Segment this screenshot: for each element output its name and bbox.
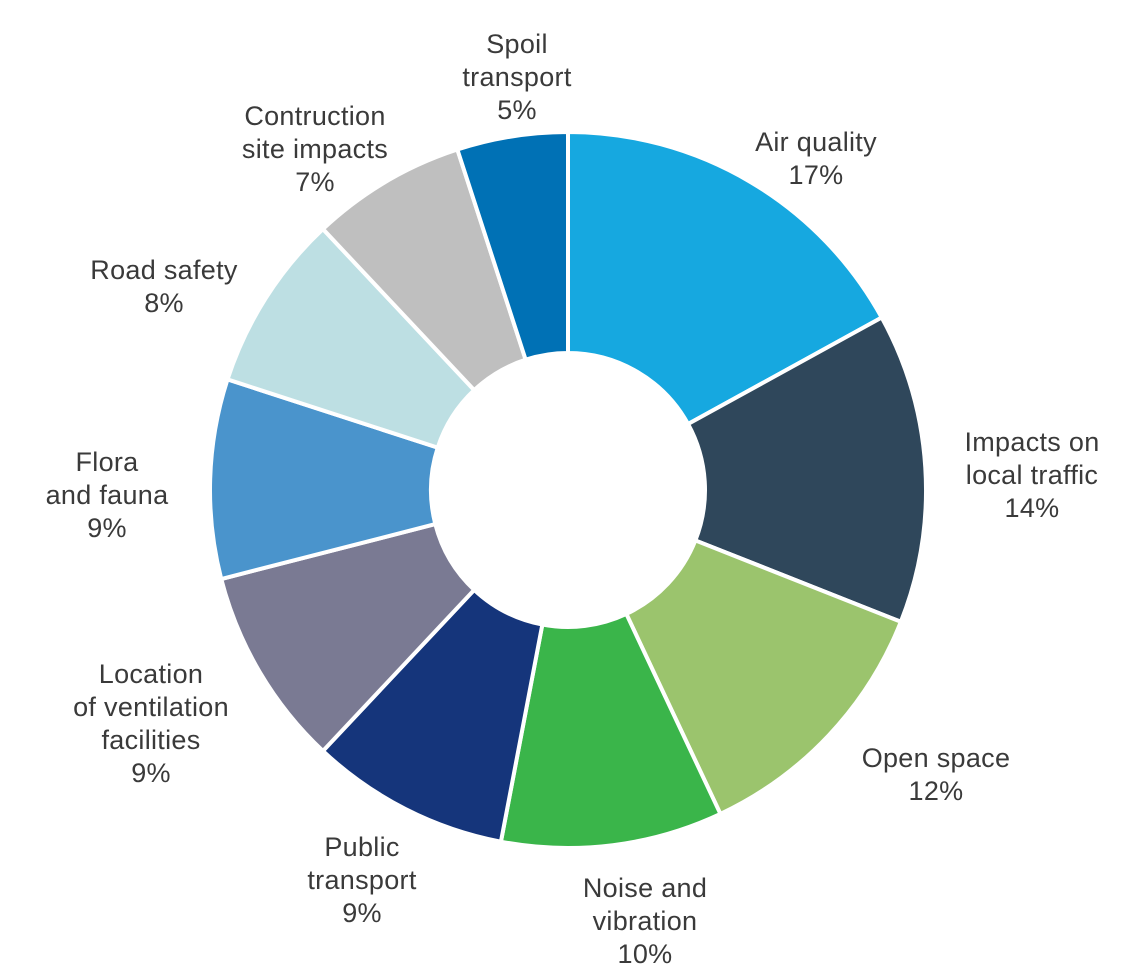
labels-layer: Air quality 17% Impacts on local traffic 14%… [46, 29, 1100, 969]
label-flora-and-fauna: Flora and fauna 9% [46, 447, 169, 543]
category-label-impacts-on-local-traffic-line-1: Impacts on [964, 427, 1099, 457]
value-label-location-of-ventilation-facilities: 9% [131, 758, 171, 788]
label-public-transport: Public transport 9% [307, 832, 416, 928]
category-label-location-of-ventilation-facilities-line-1: Location [99, 659, 203, 689]
label-open-space: Open space 12% [862, 743, 1011, 806]
category-label-location-of-ventilation-facilities-line-2: of ventilation [73, 692, 229, 722]
value-label-noise-and-vibration: 10% [618, 939, 673, 969]
label-road-safety: Road safety 8% [90, 255, 238, 318]
category-label-contruction-site-impacts-line-1: Contruction [244, 101, 385, 131]
category-label-impacts-on-local-traffic-line-2: local traffic [966, 460, 1098, 490]
value-label-air-quality: 17% [789, 160, 844, 190]
label-noise-and-vibration: Noise and vibration 10% [583, 873, 707, 969]
label-location-of-ventilation-facilities: Location of ventilation facilities 9% [73, 659, 229, 788]
label-spoil-transport: Spoil transport 5% [462, 29, 571, 125]
label-contruction-site-impacts: Contruction site impacts 7% [242, 101, 388, 197]
category-label-spoil-transport-line-1: Spoil [486, 29, 548, 59]
category-label-flora-and-fauna-line-1: Flora [75, 447, 139, 477]
value-label-public-transport: 9% [342, 898, 382, 928]
slice-public-transport [320, 587, 545, 844]
slice-air-quality [566, 129, 885, 427]
label-impacts-on-local-traffic: Impacts on local traffic 14% [964, 427, 1099, 523]
value-label-spoil-transport: 5% [497, 95, 537, 125]
category-label-location-of-ventilation-facilities-line-3: facilities [101, 725, 200, 755]
slice-open-space [623, 537, 904, 817]
value-label-flora-and-fauna: 9% [87, 513, 127, 543]
category-label-flora-and-fauna-line-2: and fauna [46, 480, 169, 510]
category-label-public-transport-line-2: transport [307, 865, 416, 895]
category-label-spoil-transport-line-2: transport [462, 62, 571, 92]
value-label-open-space: 12% [909, 776, 964, 806]
category-label-noise-and-vibration-line-1: Noise and [583, 873, 707, 903]
label-air-quality: Air quality 17% [755, 127, 877, 190]
slice-spoil-transport [454, 129, 570, 363]
category-label-air-quality-line-1: Air quality [755, 127, 877, 157]
slice-location-of-ventilation-facilities [218, 521, 478, 754]
category-label-open-space-line-1: Open space [862, 743, 1011, 773]
slice-noise-and-vibration [498, 611, 724, 850]
category-label-public-transport-line-1: Public [324, 832, 399, 862]
slices-layer [208, 129, 928, 850]
slice-impacts-on-local-traffic [685, 314, 928, 625]
category-label-contruction-site-impacts-line-2: site impacts [242, 134, 388, 164]
category-label-road-safety-line-1: Road safety [90, 255, 238, 285]
value-label-impacts-on-local-traffic: 14% [1005, 493, 1060, 523]
value-label-road-safety: 8% [144, 288, 184, 318]
value-label-contruction-site-impacts: 7% [295, 167, 335, 197]
category-label-noise-and-vibration-line-2: vibration [593, 906, 698, 936]
